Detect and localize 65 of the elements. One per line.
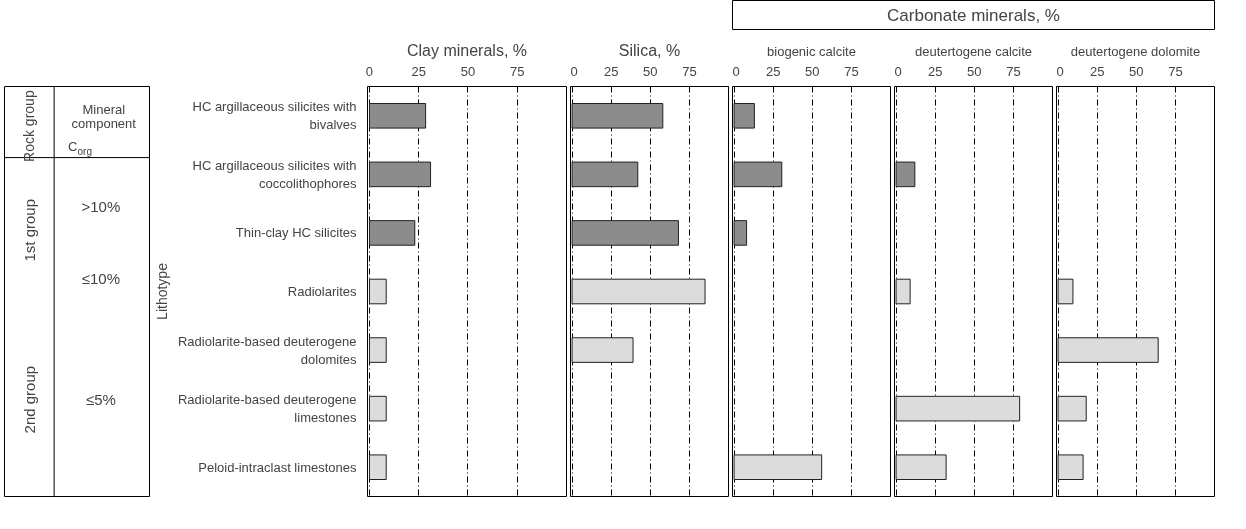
x-tick-label: 0 [1056, 63, 1064, 79]
bar [733, 102, 755, 129]
y-tick-label: HC argillaceous silicites with coccolithophores [192, 157, 357, 191]
bar [368, 102, 427, 129]
bar [1057, 337, 1159, 363]
bar [733, 454, 823, 481]
x-tick-label: 75 [1006, 63, 1021, 79]
text: Carbonate minerals, % [887, 6, 1060, 25]
y-tick-label: Thin-clay HC silicites [235, 225, 357, 241]
chart-title: Silica, % [618, 41, 681, 59]
x-tick-label: 50 [967, 63, 982, 79]
y-tick-label: Peloid-intraclast limestones [198, 459, 357, 475]
text: 1st group [20, 198, 38, 262]
bar [571, 102, 664, 129]
bar [895, 395, 1021, 422]
bar [571, 220, 679, 246]
x-tick-label: 75 [510, 63, 525, 79]
text: ≤10% [81, 270, 120, 288]
x-tick-label: 75 [844, 63, 859, 79]
bar [368, 220, 416, 246]
bar [571, 161, 639, 188]
x-tick-label: 25 [927, 63, 943, 79]
chart-title: biogenic calcite [767, 43, 856, 59]
chart-title: deutertogene calcite [914, 43, 1033, 59]
bar [571, 337, 634, 363]
text: Rock group [21, 90, 38, 162]
bar [733, 220, 748, 246]
y-tick-label: HC argillaceous silicites with bivalves [192, 99, 357, 133]
bar [368, 395, 387, 422]
bar [733, 161, 783, 188]
bar [895, 454, 947, 481]
chart-title: deutertogene dolomite [1070, 43, 1201, 59]
bar [895, 278, 911, 305]
bar [1057, 278, 1074, 305]
x-tick-label: 75 [682, 63, 697, 79]
x-tick-label: 25 [765, 63, 781, 79]
x-tick-label: 0 [570, 63, 578, 79]
y-axis-title: Lithotype [153, 262, 170, 320]
y-tick-label: Radiolarite-based deuterogene limestones [177, 392, 357, 426]
text: Mineral component [71, 102, 137, 131]
y-tick-label: Radiolarites [287, 284, 357, 299]
chart-title: Clay minerals, % [406, 41, 528, 59]
x-tick-label: 25 [411, 63, 426, 79]
x-tick-label: 50 [460, 63, 476, 79]
bar [895, 161, 916, 188]
x-tick-label: 50 [643, 63, 658, 79]
text: ≤5% [85, 391, 116, 409]
x-tick-label: 0 [732, 63, 740, 79]
x-tick-label: 50 [805, 63, 820, 79]
x-tick-label: 25 [603, 63, 619, 79]
bar [368, 454, 387, 481]
bar [368, 337, 387, 363]
bar [368, 161, 432, 188]
x-tick-label: 0 [365, 63, 374, 79]
bar [571, 278, 706, 305]
x-tick-label: 75 [1168, 63, 1183, 79]
text: >10% [81, 197, 121, 215]
x-tick-label: 0 [894, 63, 902, 79]
y-tick-label: Radiolarite-based deuterogene dolomites [177, 333, 357, 367]
x-tick-label: 50 [1129, 63, 1144, 79]
x-tick-label: 25 [1089, 63, 1105, 79]
bar [368, 278, 387, 305]
bar [1057, 395, 1087, 422]
bar [1057, 454, 1084, 481]
text: 2nd group [20, 365, 38, 434]
